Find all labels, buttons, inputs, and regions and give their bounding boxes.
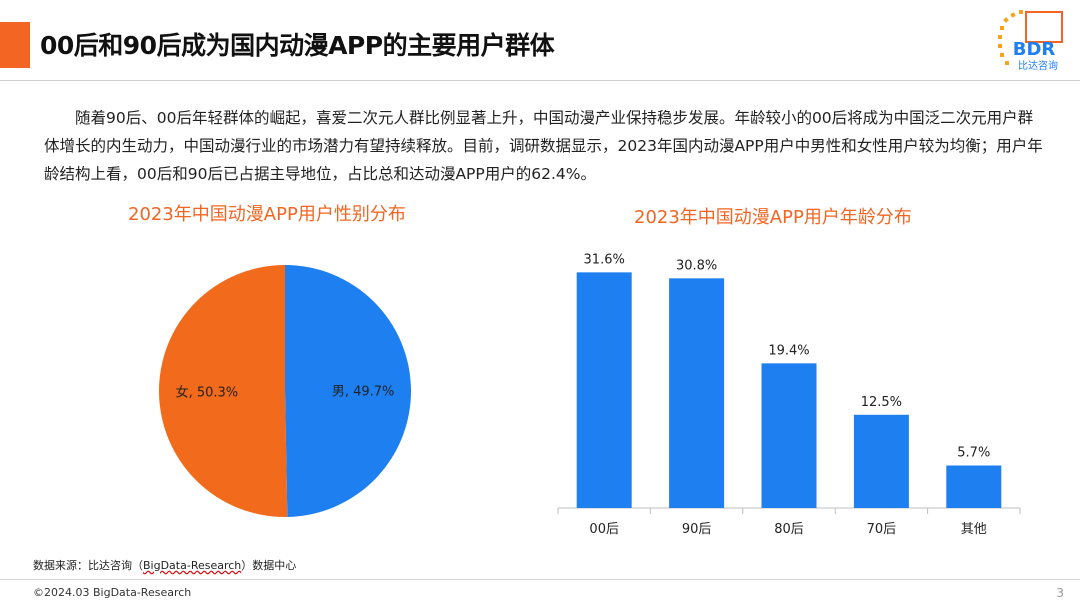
gender-pie-chart: 男, 49.7% 女, 50.3% bbox=[159, 265, 412, 517]
bar-1 bbox=[669, 278, 725, 508]
logo-ring-icon bbox=[998, 10, 1023, 65]
bdr-logo: BDR 比达咨询 bbox=[998, 10, 1063, 72]
title-accent-bar bbox=[0, 22, 30, 68]
footer-copyright: ©2024.03 BigData-Research bbox=[33, 586, 192, 599]
pie-label-male: 男, 49.7% bbox=[332, 384, 395, 399]
bar-value-label: 30.8% bbox=[676, 258, 717, 273]
x-tick-label: 其他 bbox=[961, 522, 987, 537]
x-tick-label: 80后 bbox=[774, 522, 804, 537]
bar-value-label: 31.6% bbox=[584, 252, 625, 267]
pie-slice-male bbox=[285, 265, 412, 517]
gender-chart-title: 2023年中国动漫APP用户性别分布 bbox=[128, 204, 406, 225]
logo-mark: BDR bbox=[1013, 39, 1056, 60]
bar-value-label: 19.4% bbox=[768, 343, 809, 358]
bar-2 bbox=[761, 363, 817, 508]
page-number: 3 bbox=[1056, 586, 1064, 600]
title-divider bbox=[0, 80, 1080, 81]
pie-label-female: 女, 50.3% bbox=[176, 385, 239, 401]
page-title: 00后和90后成为国内动漫APP的主要用户群体 bbox=[40, 31, 555, 60]
bar-0 bbox=[576, 272, 632, 508]
source-prefix: 数据来源：比达咨询（ bbox=[33, 559, 143, 572]
data-source-note: 数据来源：比达咨询（BigData-Research）数据中心 bbox=[33, 557, 296, 573]
x-tick-label: 70后 bbox=[867, 522, 897, 537]
bar-value-label: 5.7% bbox=[957, 445, 990, 460]
bar-4 bbox=[946, 465, 1002, 508]
x-tick-label: 00后 bbox=[589, 522, 619, 537]
source-org: BigData-Research bbox=[143, 559, 242, 572]
intro-paragraph: 随着90后、00后年轻群体的崛起，喜爱二次元人群比例显著上升，中国动漫产业保持稳… bbox=[44, 104, 1044, 188]
bar-3 bbox=[853, 414, 909, 508]
source-suffix: ）数据中心 bbox=[241, 559, 297, 572]
age-bar-chart: 31.6% 00后 30.8% 90后 19.4% 80后 12.5% 70后 5.7% 其他 bbox=[557, 252, 1021, 537]
x-tick-label: 90后 bbox=[682, 522, 712, 537]
bar-value-label: 12.5% bbox=[861, 395, 902, 410]
logo-building-icon bbox=[1025, 11, 1063, 43]
footer-divider bbox=[0, 579, 1080, 580]
pie-slice-female bbox=[159, 265, 288, 517]
age-chart-title: 2023年中国动漫APP用户年龄分布 bbox=[634, 207, 912, 228]
intro-text: 随着90后、00后年轻群体的崛起，喜爱二次元人群比例显著上升，中国动漫产业保持稳… bbox=[44, 109, 1043, 183]
logo-name: 比达咨询 bbox=[1018, 59, 1058, 72]
